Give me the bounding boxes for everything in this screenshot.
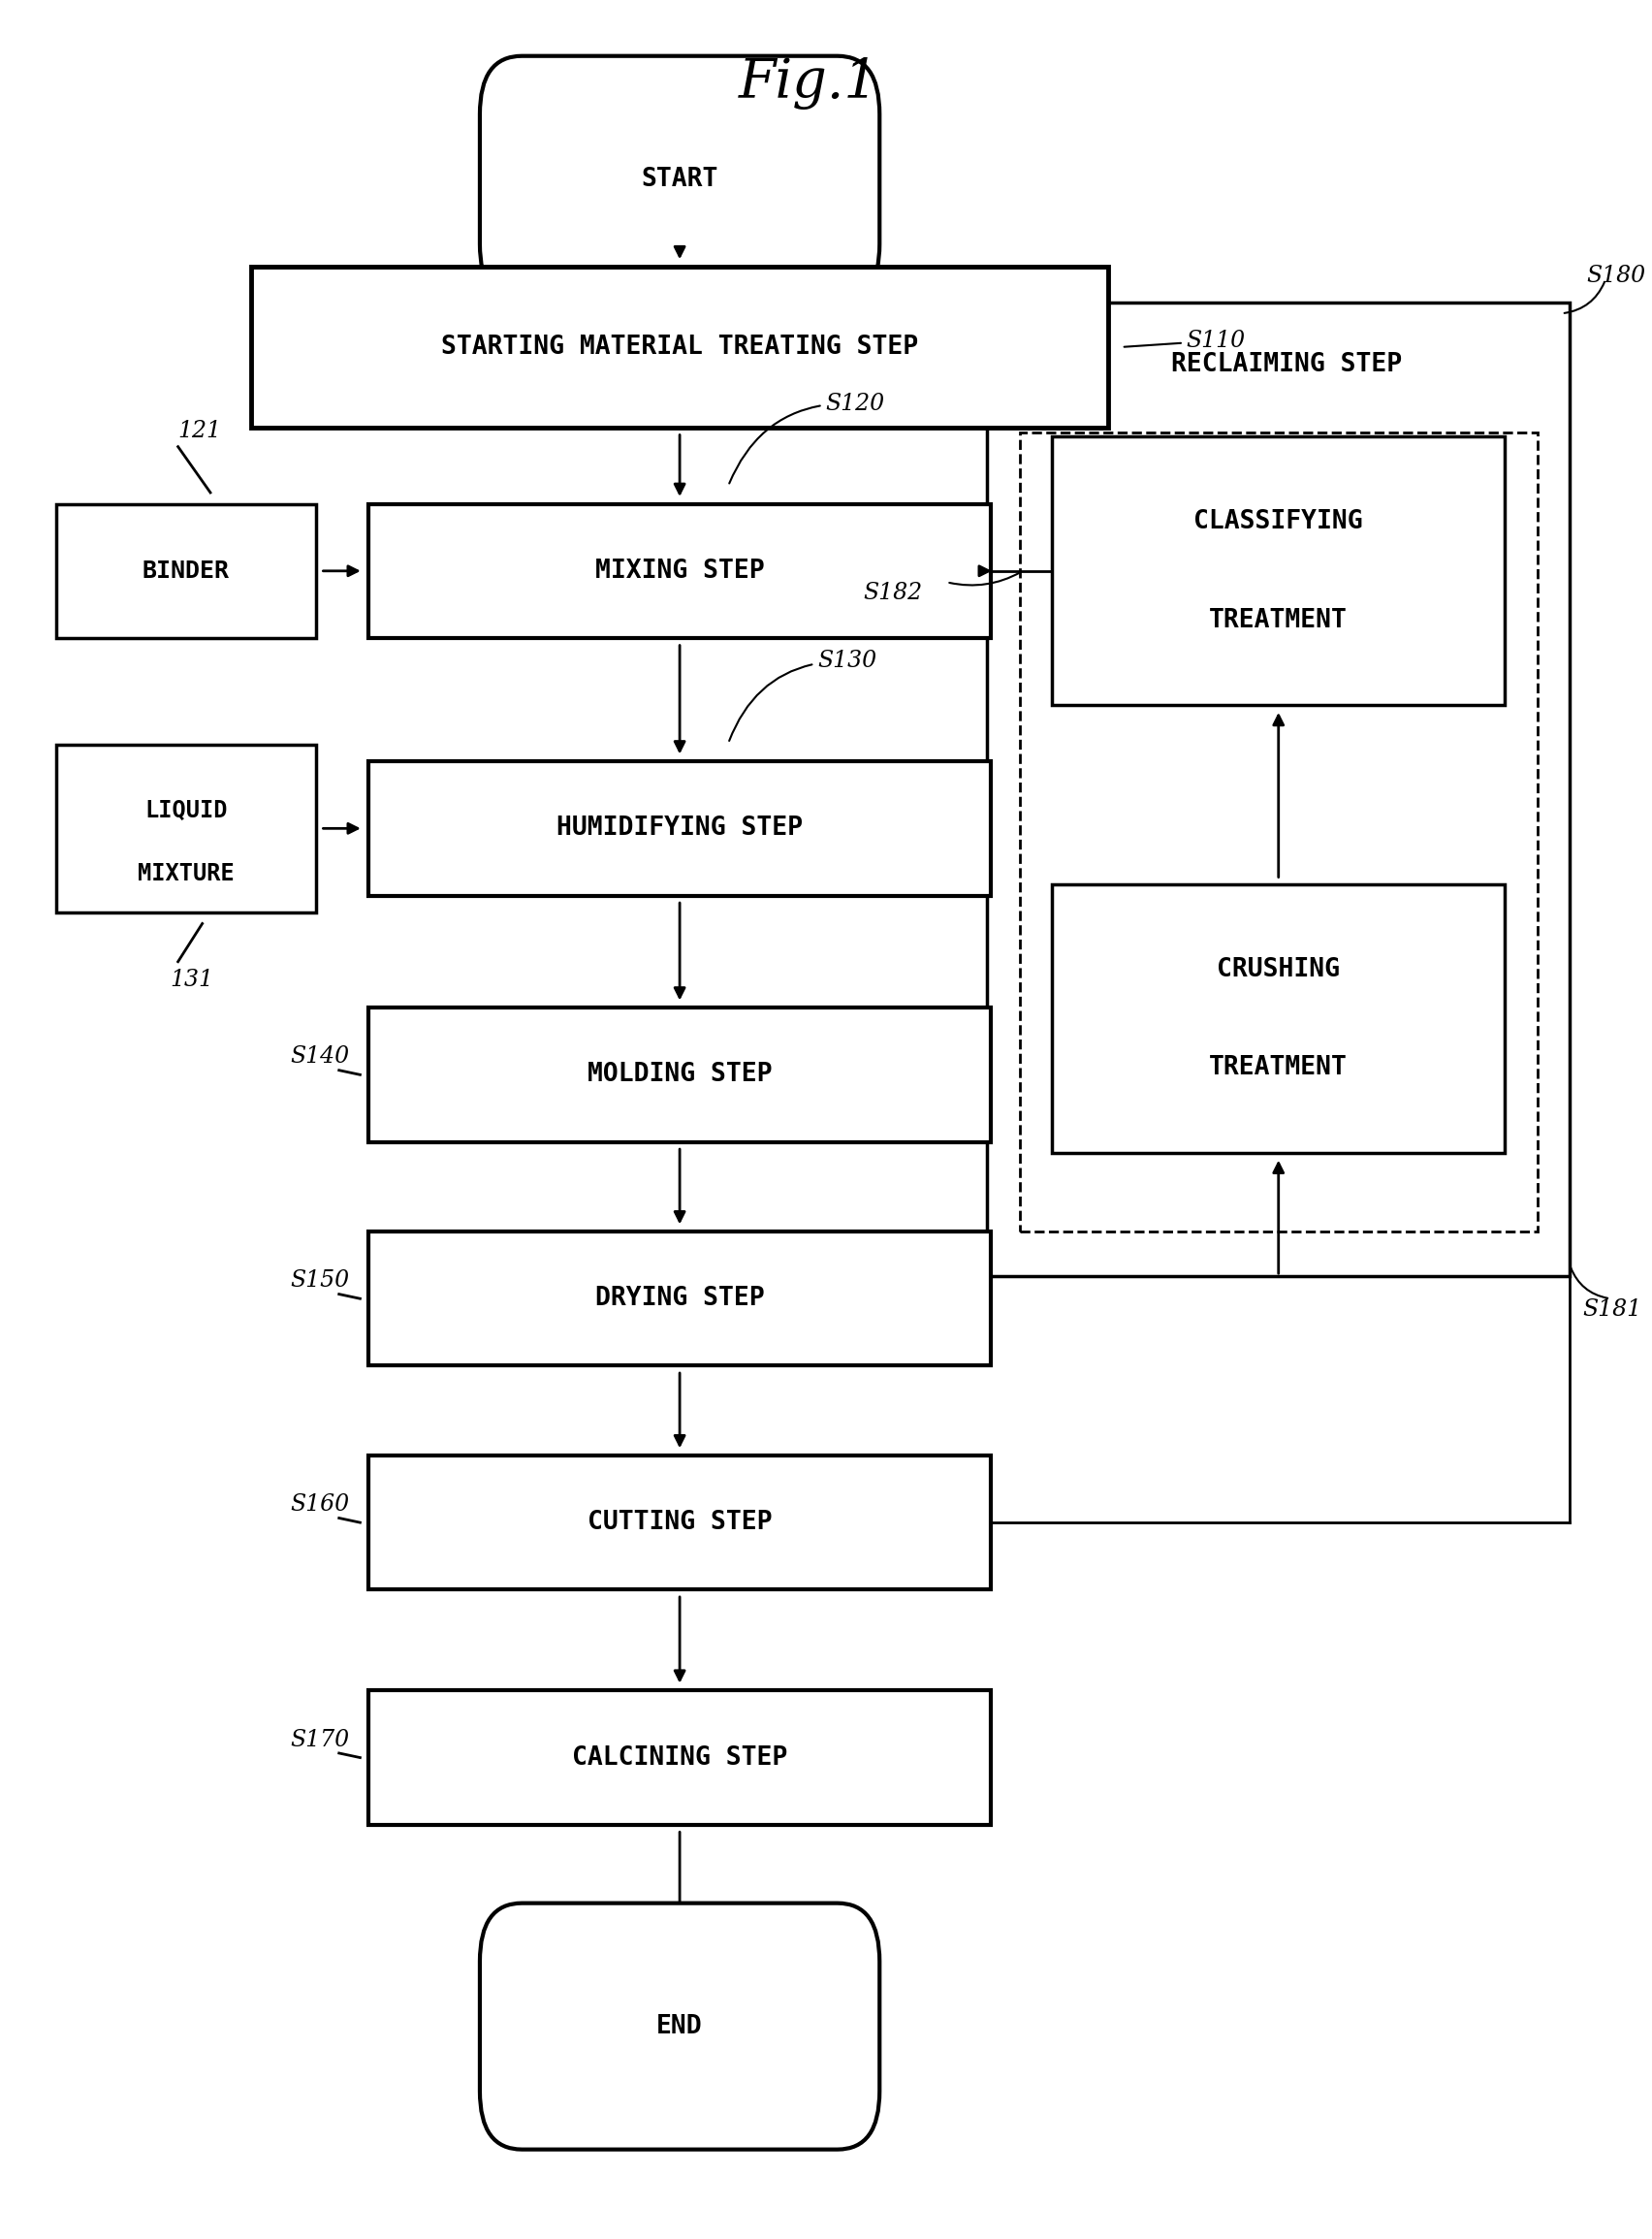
Text: RECLAIMING STEP: RECLAIMING STEP bbox=[1171, 352, 1403, 378]
Bar bbox=[56, 504, 316, 638]
Bar bbox=[56, 743, 316, 914]
FancyBboxPatch shape bbox=[479, 1903, 879, 2149]
Text: MIXING STEP: MIXING STEP bbox=[595, 558, 765, 584]
Text: S180: S180 bbox=[1586, 264, 1645, 287]
Bar bbox=[1052, 437, 1505, 705]
Text: MIXTURE: MIXTURE bbox=[137, 862, 235, 884]
Bar bbox=[368, 1008, 991, 1142]
Text: CRUSHING: CRUSHING bbox=[1218, 956, 1340, 983]
Text: BINDER: BINDER bbox=[142, 560, 230, 582]
Text: S182: S182 bbox=[864, 582, 922, 605]
Bar bbox=[368, 761, 991, 896]
Text: CALCINING STEP: CALCINING STEP bbox=[572, 1744, 788, 1771]
Text: STARTING MATERIAL TREATING STEP: STARTING MATERIAL TREATING STEP bbox=[441, 334, 919, 360]
Text: 131: 131 bbox=[170, 969, 213, 990]
Text: HUMIDIFYING STEP: HUMIDIFYING STEP bbox=[557, 815, 803, 842]
Bar bbox=[1052, 884, 1505, 1153]
Text: S160: S160 bbox=[291, 1493, 350, 1516]
Bar bbox=[368, 1690, 991, 1825]
Bar bbox=[368, 1231, 991, 1366]
Text: S150: S150 bbox=[291, 1270, 350, 1292]
Bar bbox=[251, 266, 1108, 428]
Text: LIQUID: LIQUID bbox=[145, 799, 228, 822]
Bar bbox=[988, 302, 1569, 1276]
Text: TREATMENT: TREATMENT bbox=[1209, 607, 1348, 634]
Text: CLASSIFYING: CLASSIFYING bbox=[1194, 508, 1363, 535]
Text: 121: 121 bbox=[178, 421, 221, 441]
Text: START: START bbox=[641, 166, 719, 193]
Text: S130: S130 bbox=[729, 649, 877, 741]
Text: MOLDING STEP: MOLDING STEP bbox=[588, 1061, 771, 1088]
Bar bbox=[368, 1455, 991, 1590]
Text: Fig.1: Fig.1 bbox=[738, 56, 879, 110]
Text: CUTTING STEP: CUTTING STEP bbox=[588, 1509, 771, 1536]
Text: S181: S181 bbox=[1583, 1299, 1642, 1321]
Text: S110: S110 bbox=[1125, 329, 1246, 352]
Text: END: END bbox=[656, 2013, 702, 2040]
Text: S120: S120 bbox=[729, 392, 884, 484]
Text: S140: S140 bbox=[291, 1046, 350, 1068]
FancyBboxPatch shape bbox=[479, 56, 879, 302]
Text: TREATMENT: TREATMENT bbox=[1209, 1055, 1348, 1081]
Bar bbox=[368, 504, 991, 638]
Bar bbox=[1019, 432, 1538, 1231]
Text: DRYING STEP: DRYING STEP bbox=[595, 1285, 765, 1312]
Text: S170: S170 bbox=[291, 1729, 350, 1751]
